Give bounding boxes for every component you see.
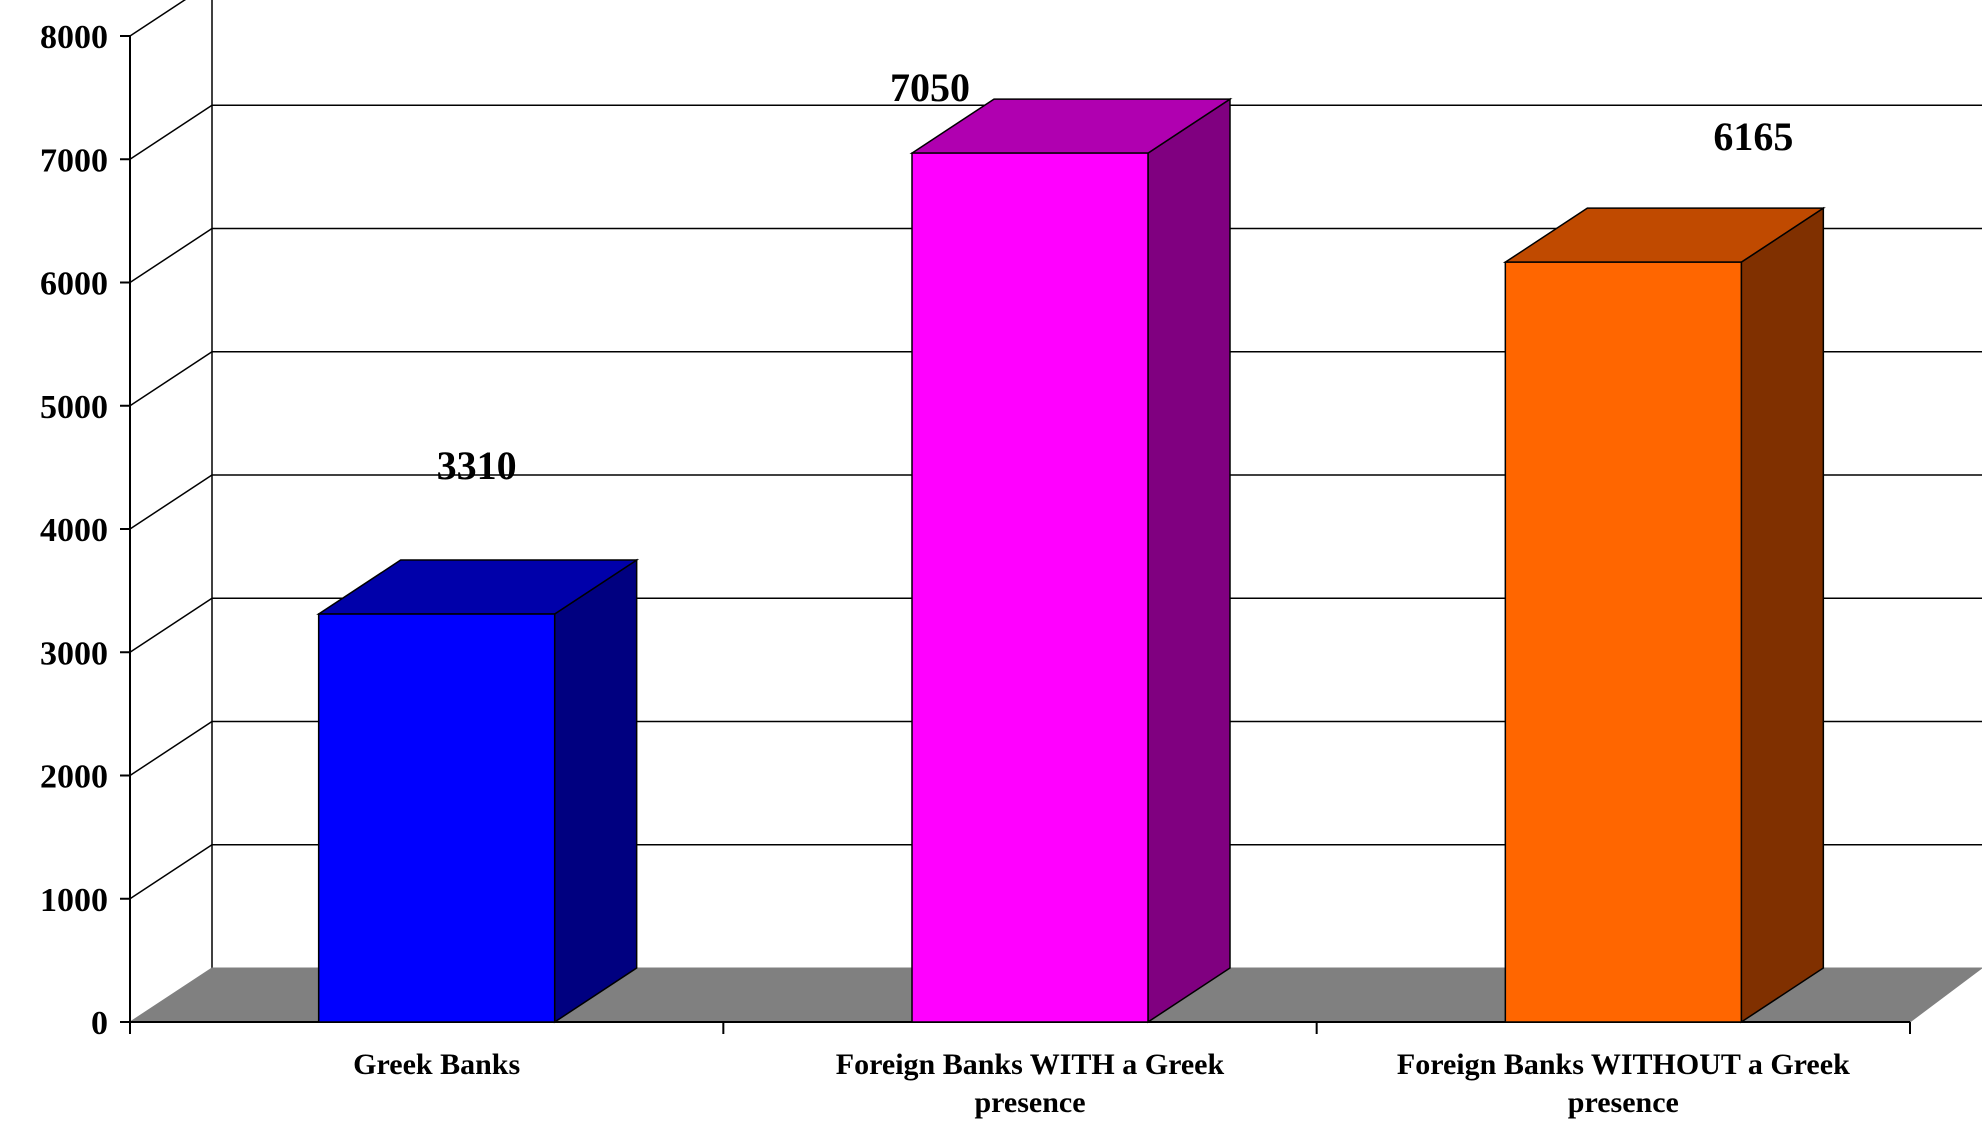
- x-category-label: Greek Banks: [353, 1048, 520, 1081]
- y-tick-label: 4000: [40, 512, 108, 549]
- bar-front: [1504, 261, 1743, 1023]
- bar-front: [911, 152, 1149, 1023]
- x-category-label: Foreign Banks WITHOUT a Greek: [1397, 1048, 1850, 1081]
- y-tick-label: 8000: [40, 19, 108, 56]
- y-tick-label: 6000: [40, 266, 108, 303]
- gridline-diagonal: [129, 844, 213, 900]
- gridline-diagonal: [129, 474, 213, 530]
- data-label: 7050: [890, 65, 970, 110]
- bar-side: [1147, 97, 1231, 1024]
- x-category-label: presence: [974, 1086, 1085, 1119]
- gridline-diagonal: [129, 0, 187, 37]
- data-label: 6165: [1713, 114, 1793, 159]
- bar: [316, 558, 640, 1024]
- bar: [1502, 206, 1826, 1024]
- labels: 3310 Greek Banks 7050 Foreign Banks WITH a …: [353, 65, 1850, 1119]
- y-tick-label: 5000: [40, 389, 108, 426]
- bar: [909, 97, 1233, 1024]
- bar-side: [553, 558, 638, 1024]
- gridline-diagonal: [129, 597, 213, 653]
- y-tick-label: 2000: [40, 759, 108, 796]
- bar-front: [317, 613, 556, 1023]
- y-tick-label: 1000: [40, 882, 108, 919]
- bars: [316, 97, 1826, 1024]
- gridline-diagonal: [129, 227, 213, 284]
- gridline-diagonal: [129, 351, 213, 407]
- y-tick-label: 3000: [40, 635, 108, 672]
- bar-side: [1740, 206, 1825, 1024]
- y-tick-label: 7000: [40, 142, 108, 179]
- x-category-label: presence: [1568, 1086, 1679, 1119]
- y-tick-label: 0: [91, 1005, 108, 1042]
- data-label: 3310: [437, 443, 517, 488]
- gridline-diagonal: [129, 720, 213, 777]
- gridline-diagonal: [129, 104, 213, 160]
- x-category-label: Foreign Banks WITH a Greek: [836, 1048, 1225, 1081]
